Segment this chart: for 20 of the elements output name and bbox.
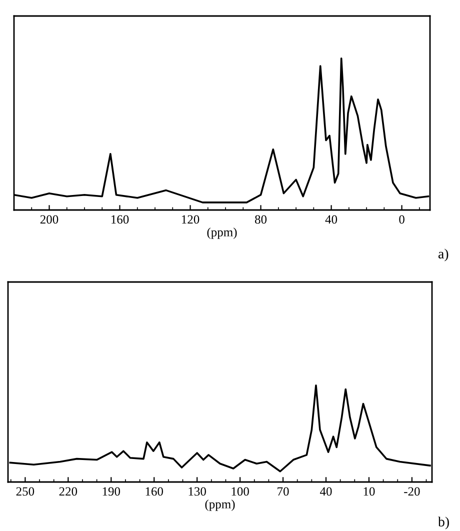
x-axis-title: (ppm) [207,228,237,239]
x-tick-label: 200 [40,215,58,224]
x-axis-title: (ppm) [205,500,235,511]
x-tick-label: 220 [59,487,78,496]
x-tick-label: 100 [232,487,249,496]
x-tick-label: 130 [188,487,206,496]
x-tick-label: 160 [146,487,164,496]
text: b) [438,516,449,530]
x-tick-label: 80 [255,215,267,224]
x-tick-label: 190 [102,487,120,496]
x-tick-label: 10 [364,487,375,496]
x-tick-label: 40 [320,487,332,496]
x-tick-label: 40 [325,215,338,224]
x-tick-label: -20 [404,487,420,496]
x-tick-label: 250 [16,487,34,496]
text: a) [438,248,448,262]
x-tick-label: 120 [182,215,200,224]
x-tick-label: 70 [278,487,289,496]
x-tick-label: 160 [111,215,129,224]
x-tick-label: 0 [399,215,404,224]
